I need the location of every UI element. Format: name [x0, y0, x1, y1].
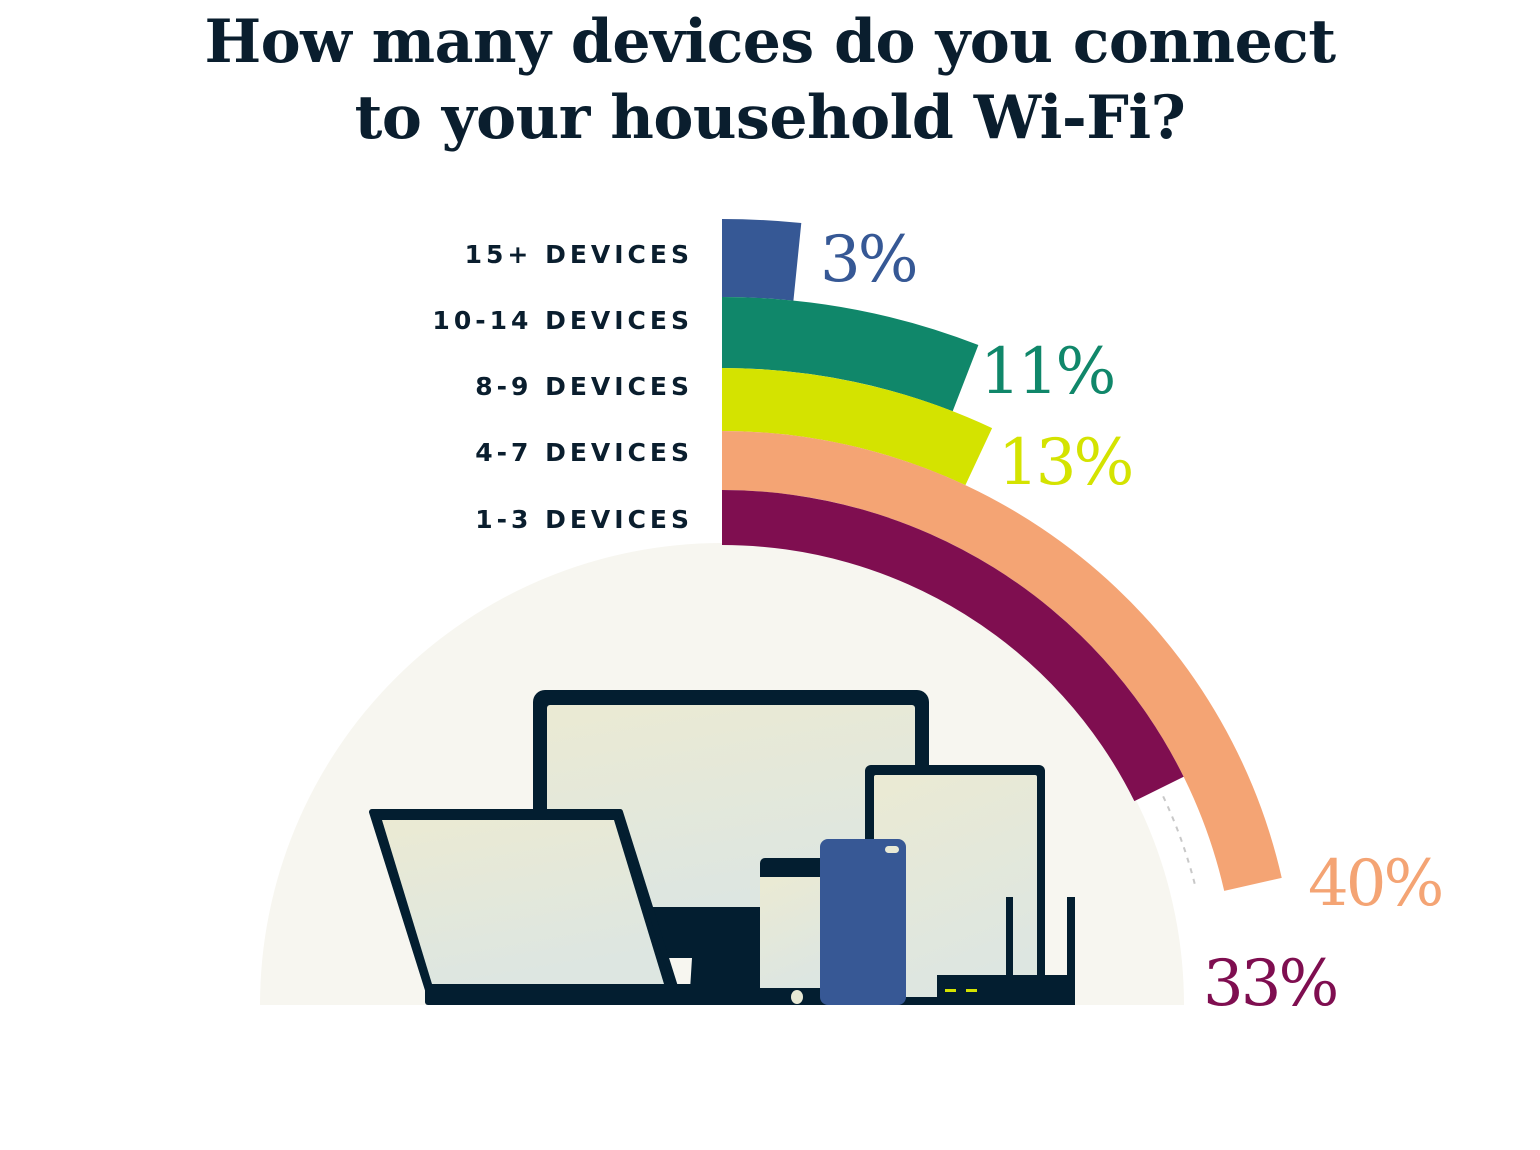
devices-illustration — [369, 690, 1075, 1005]
category-label-15-plus: 15+ DEVICES — [464, 240, 693, 269]
category-label-8-9: 8-9 DEVICES — [475, 372, 693, 401]
bar-15-devices — [722, 219, 802, 301]
value-label-1-3: 33% — [1203, 947, 1339, 1021]
laptop-icon — [369, 809, 700, 1005]
category-label-4-7: 4-7 DEVICES — [475, 438, 693, 467]
bar-8-9-devices — [722, 368, 993, 486]
bar-10-14-devices — [722, 297, 979, 412]
value-label-15-plus: 3% — [820, 223, 919, 297]
value-label-4-7: 40% — [1308, 847, 1444, 921]
bar-4-7-devices — [722, 431, 1282, 891]
chart-title: How many devices do you connect to your … — [0, 4, 1540, 156]
wifi-router-icon — [937, 897, 1075, 1005]
leader-dashed-line — [1162, 795, 1197, 888]
smartphone-icon — [820, 839, 906, 1005]
tablet-icon — [865, 765, 1045, 1005]
category-label-1-3: 1-3 DEVICES — [475, 505, 693, 534]
bar-1-3-devices — [722, 490, 1184, 802]
value-label-10-14: 11% — [980, 335, 1116, 409]
bars-group — [722, 219, 1282, 891]
value-label-8-9: 13% — [998, 426, 1134, 500]
category-label-10-14: 10-14 DEVICES — [432, 306, 693, 335]
chart-title-line-1: How many devices do you connect — [204, 7, 1336, 77]
chart-title-line-2: to your household Wi-Fi? — [354, 83, 1186, 153]
